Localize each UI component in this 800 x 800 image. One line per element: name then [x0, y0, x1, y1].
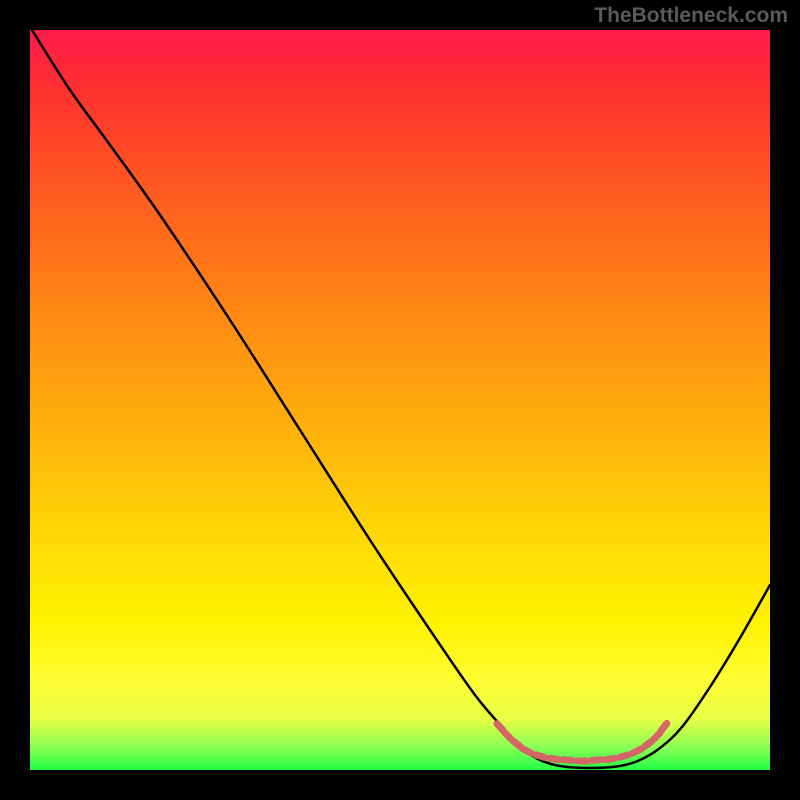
- valley-marker: [661, 723, 667, 730]
- valley-marker: [523, 749, 531, 753]
- bottleneck-curve: [32, 30, 770, 768]
- valley-markers: [497, 723, 667, 761]
- chart-container: TheBottleneck.com: [0, 0, 800, 800]
- valley-marker: [497, 724, 503, 731]
- valley-marker: [633, 749, 641, 753]
- valley-marker: [550, 758, 559, 759]
- valley-marker: [564, 760, 573, 761]
- valley-marker: [620, 755, 629, 758]
- valley-marker: [606, 758, 615, 759]
- valley-marker: [644, 741, 651, 746]
- valley-marker: [592, 760, 601, 761]
- valley-marker: [513, 741, 520, 747]
- valley-marker: [505, 733, 511, 739]
- valley-marker: [654, 733, 660, 740]
- curve-layer: [30, 30, 770, 770]
- valley-marker: [536, 755, 545, 758]
- watermark-text: TheBottleneck.com: [594, 4, 788, 28]
